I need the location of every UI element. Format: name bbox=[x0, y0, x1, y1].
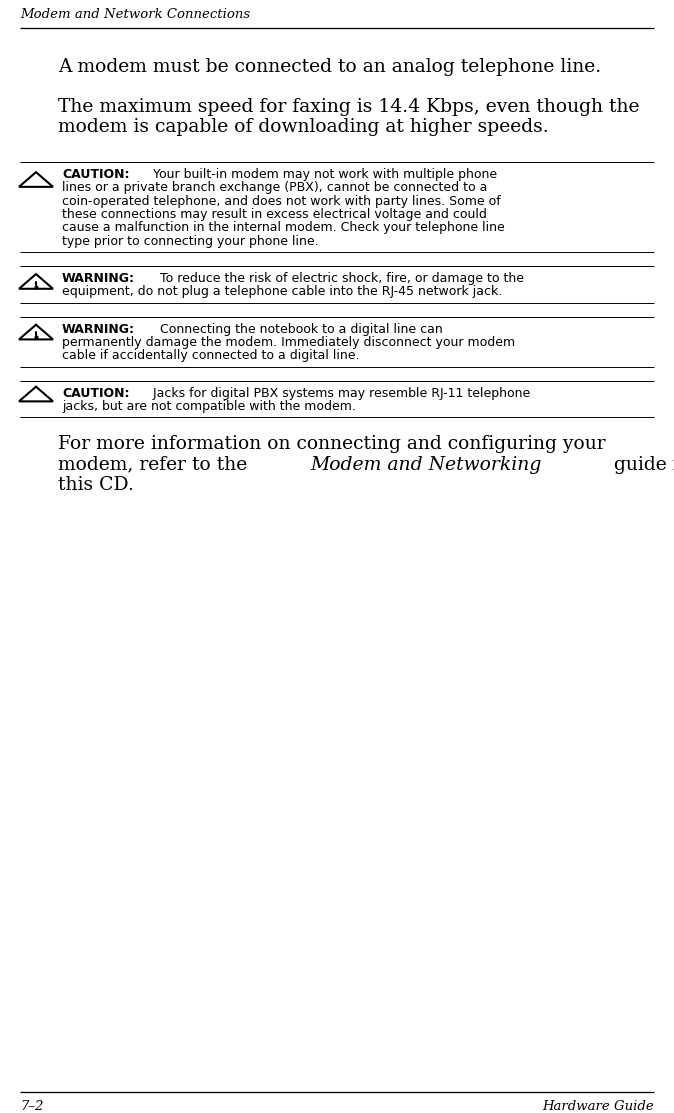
Text: A modem must be connected to an analog telephone line.: A modem must be connected to an analog t… bbox=[58, 58, 601, 76]
Text: cause a malfunction in the internal modem. Check your telephone line: cause a malfunction in the internal mode… bbox=[62, 221, 505, 234]
Text: coin-operated telephone, and does not work with party lines. Some of: coin-operated telephone, and does not wo… bbox=[62, 195, 501, 208]
Text: WARNING:: WARNING: bbox=[62, 272, 135, 285]
Text: lines or a private branch exchange (PBX), cannot be connected to a: lines or a private branch exchange (PBX)… bbox=[62, 181, 487, 195]
Text: Modem and Network Connections: Modem and Network Connections bbox=[20, 8, 250, 21]
Text: modem is capable of downloading at higher speeds.: modem is capable of downloading at highe… bbox=[58, 118, 549, 136]
Text: Your built-in modem may not work with multiple phone: Your built-in modem may not work with mu… bbox=[149, 168, 497, 181]
Text: modem, refer to the: modem, refer to the bbox=[58, 455, 253, 474]
Text: 7–2: 7–2 bbox=[20, 1100, 43, 1113]
Text: Hardware Guide: Hardware Guide bbox=[543, 1100, 654, 1113]
Text: these connections may result in excess electrical voltage and could: these connections may result in excess e… bbox=[62, 208, 487, 221]
Text: To reduce the risk of electric shock, fire, or damage to the: To reduce the risk of electric shock, fi… bbox=[156, 272, 524, 285]
Text: The maximum speed for faxing is 14.4 Kbps, even though the: The maximum speed for faxing is 14.4 Kbp… bbox=[58, 98, 640, 116]
Text: guide included on: guide included on bbox=[609, 455, 674, 474]
Text: this CD.: this CD. bbox=[58, 476, 134, 494]
Text: type prior to connecting your phone line.: type prior to connecting your phone line… bbox=[62, 235, 319, 247]
Text: WARNING:: WARNING: bbox=[62, 323, 135, 335]
Text: CAUTION:: CAUTION: bbox=[62, 168, 129, 181]
Text: permanently damage the modem. Immediately disconnect your modem: permanently damage the modem. Immediatel… bbox=[62, 336, 515, 348]
Text: equipment, do not plug a telephone cable into the RJ-45 network jack.: equipment, do not plug a telephone cable… bbox=[62, 285, 502, 298]
Text: Modem and Networking: Modem and Networking bbox=[310, 455, 541, 474]
Text: For more information on connecting and configuring your: For more information on connecting and c… bbox=[58, 435, 606, 453]
Text: cable if accidentally connected to a digital line.: cable if accidentally connected to a dig… bbox=[62, 349, 359, 362]
Text: Jacks for digital PBX systems may resemble RJ-11 telephone: Jacks for digital PBX systems may resemb… bbox=[149, 386, 530, 400]
Text: jacks, but are not compatible with the modem.: jacks, but are not compatible with the m… bbox=[62, 400, 356, 413]
Text: CAUTION:: CAUTION: bbox=[62, 386, 129, 400]
Text: Connecting the notebook to a digital line can: Connecting the notebook to a digital lin… bbox=[156, 323, 443, 335]
